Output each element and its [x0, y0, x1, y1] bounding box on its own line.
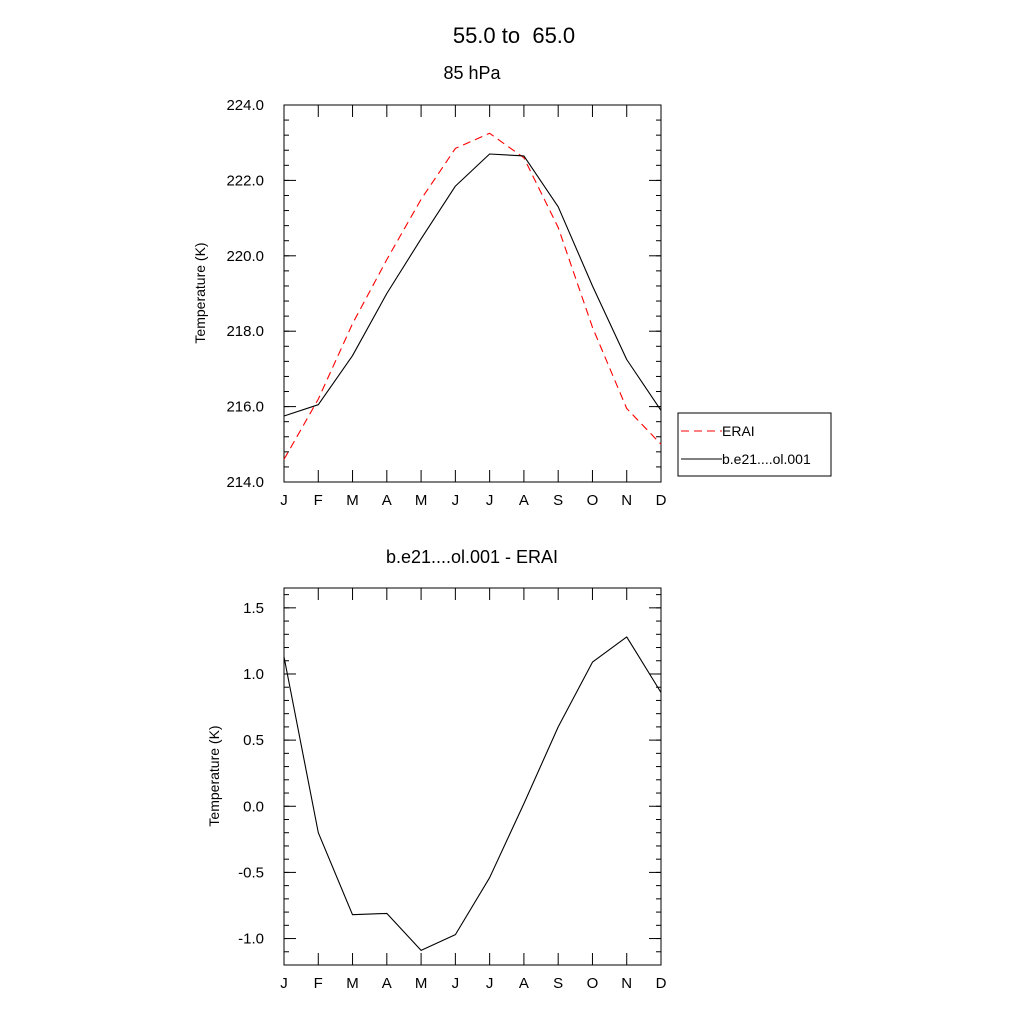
top-y-tick-label: 214.0 [226, 474, 264, 491]
bottom-x-tick-label: A [519, 975, 529, 992]
legend-label-1: b.e21....ol.001 [722, 451, 811, 467]
top-plot-frame [283, 104, 662, 483]
top-panel-title: 85 hPa [443, 63, 501, 83]
top-y-tick-label: 222.0 [226, 172, 264, 189]
bottom-x-tick-label: A [382, 975, 392, 992]
bottom-panel-title: b.e21....ol.001 - ERAI [386, 547, 558, 567]
top-x-tick-label: N [621, 492, 632, 509]
bottom-x-tick-label: M [415, 975, 428, 992]
top-x-tick-label: M [346, 492, 359, 509]
bottom-plot-frame [283, 587, 662, 966]
bottom-y-tick-label: 0.0 [243, 798, 264, 815]
figure-title: 55.0 to 65.0 [453, 23, 575, 48]
bottom-x-tick-label: D [656, 975, 667, 992]
top-y-tick-label: 220.0 [226, 248, 264, 265]
bottom-x-tick-label: S [553, 975, 563, 992]
top-x-tick-label: S [553, 492, 563, 509]
top-series-line-1 [283, 153, 662, 417]
top-x-tick-label: A [382, 492, 392, 509]
bottom-x-tick-label: O [587, 975, 599, 992]
bottom-y-tick-label: 1.0 [243, 666, 264, 683]
bottom-y-tick-label: 1.5 [243, 600, 264, 617]
top-series-line-0 [283, 132, 662, 460]
top-x-tick-label: F [314, 492, 323, 509]
top-x-tick-label: J [452, 492, 460, 509]
bottom-x-tick-label: N [621, 975, 632, 992]
top-x-tick-label: A [519, 492, 529, 509]
top-x-tick-label: D [656, 492, 667, 509]
top-x-tick-label: J [486, 492, 494, 509]
bottom-panel: b.e21....ol.001 - ERAI Temperature (K) J… [206, 547, 667, 992]
bottom-series-line-0 [283, 636, 662, 951]
legend: ERAI b.e21....ol.001 [677, 412, 832, 477]
legend-label-0: ERAI [722, 423, 755, 439]
bottom-x-tick-label: J [452, 975, 460, 992]
top-x-tick-label: J [280, 492, 288, 509]
legend-box [677, 412, 832, 477]
top-y-axis-label: Temperature (K) [192, 242, 208, 343]
top-y-tick-label: 224.0 [226, 97, 264, 114]
top-plot-area: J F M A M J J A S O N D 214.0 216.0 218.0 220.0 222.0 224… [226, 97, 666, 509]
top-panel: 85 hPa Temperature (K) J F M A M J J A S O N D 214.0… [192, 63, 832, 509]
top-x-tick-label: M [415, 492, 428, 509]
bottom-y-tick-label: -1.0 [238, 931, 264, 948]
bottom-y-axis-label: Temperature (K) [206, 725, 222, 826]
bottom-y-tick-label: -0.5 [238, 864, 264, 881]
bottom-x-tick-label: M [346, 975, 359, 992]
bottom-plot-area: J F M A M J J A S O N D -1.0 -0.5 0.0 0.5 1.0 1.5 [238, 587, 667, 992]
bottom-x-tick-label: J [486, 975, 494, 992]
top-x-tick-label: O [587, 492, 599, 509]
top-y-tick-label: 216.0 [226, 399, 264, 416]
bottom-x-tick-label: F [314, 975, 323, 992]
top-y-tick-label: 218.0 [226, 323, 264, 340]
bottom-y-tick-label: 0.5 [243, 732, 264, 749]
bottom-x-tick-label: J [280, 975, 288, 992]
